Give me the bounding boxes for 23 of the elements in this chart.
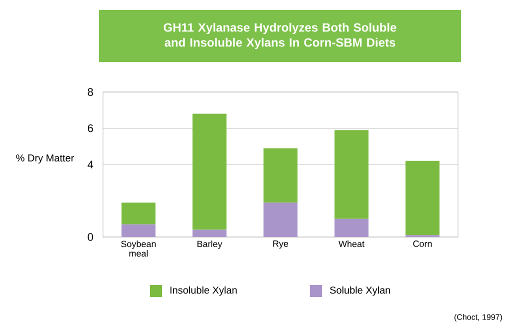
text: (Choct, 1997) (454, 314, 502, 322)
bar (334, 218, 369, 237)
bar (122, 224, 156, 237)
y-tick-label: 0 (88, 233, 94, 241)
bar (264, 148, 298, 203)
legend-label: Soluble Xylan (330, 286, 390, 296)
bar (192, 230, 227, 237)
x-tick-label: Rye (273, 240, 288, 249)
y-tick-label: 4 (88, 160, 94, 168)
x-tick-label: Corn (413, 240, 432, 247)
bar (264, 202, 298, 237)
bar (122, 202, 156, 224)
bar (406, 160, 440, 236)
legend-label: Insoluble Xylan (170, 286, 237, 296)
x-tick-label: Wheat (338, 240, 364, 248)
x-tick-label: Soybean meal (121, 240, 156, 257)
bar (192, 114, 227, 230)
x-tick-label: Barley (197, 240, 222, 249)
y-tick-label: 8 (88, 88, 93, 96)
y-axis-title: % Dry Matter (16, 154, 74, 164)
bar (334, 130, 369, 219)
chart-title: GH11 Xylanase Hydrolyzes Both Soluble and Insoluble Xylans In Corn-SBM Diets (164, 22, 396, 50)
y-tick-label: 6 (88, 124, 93, 132)
